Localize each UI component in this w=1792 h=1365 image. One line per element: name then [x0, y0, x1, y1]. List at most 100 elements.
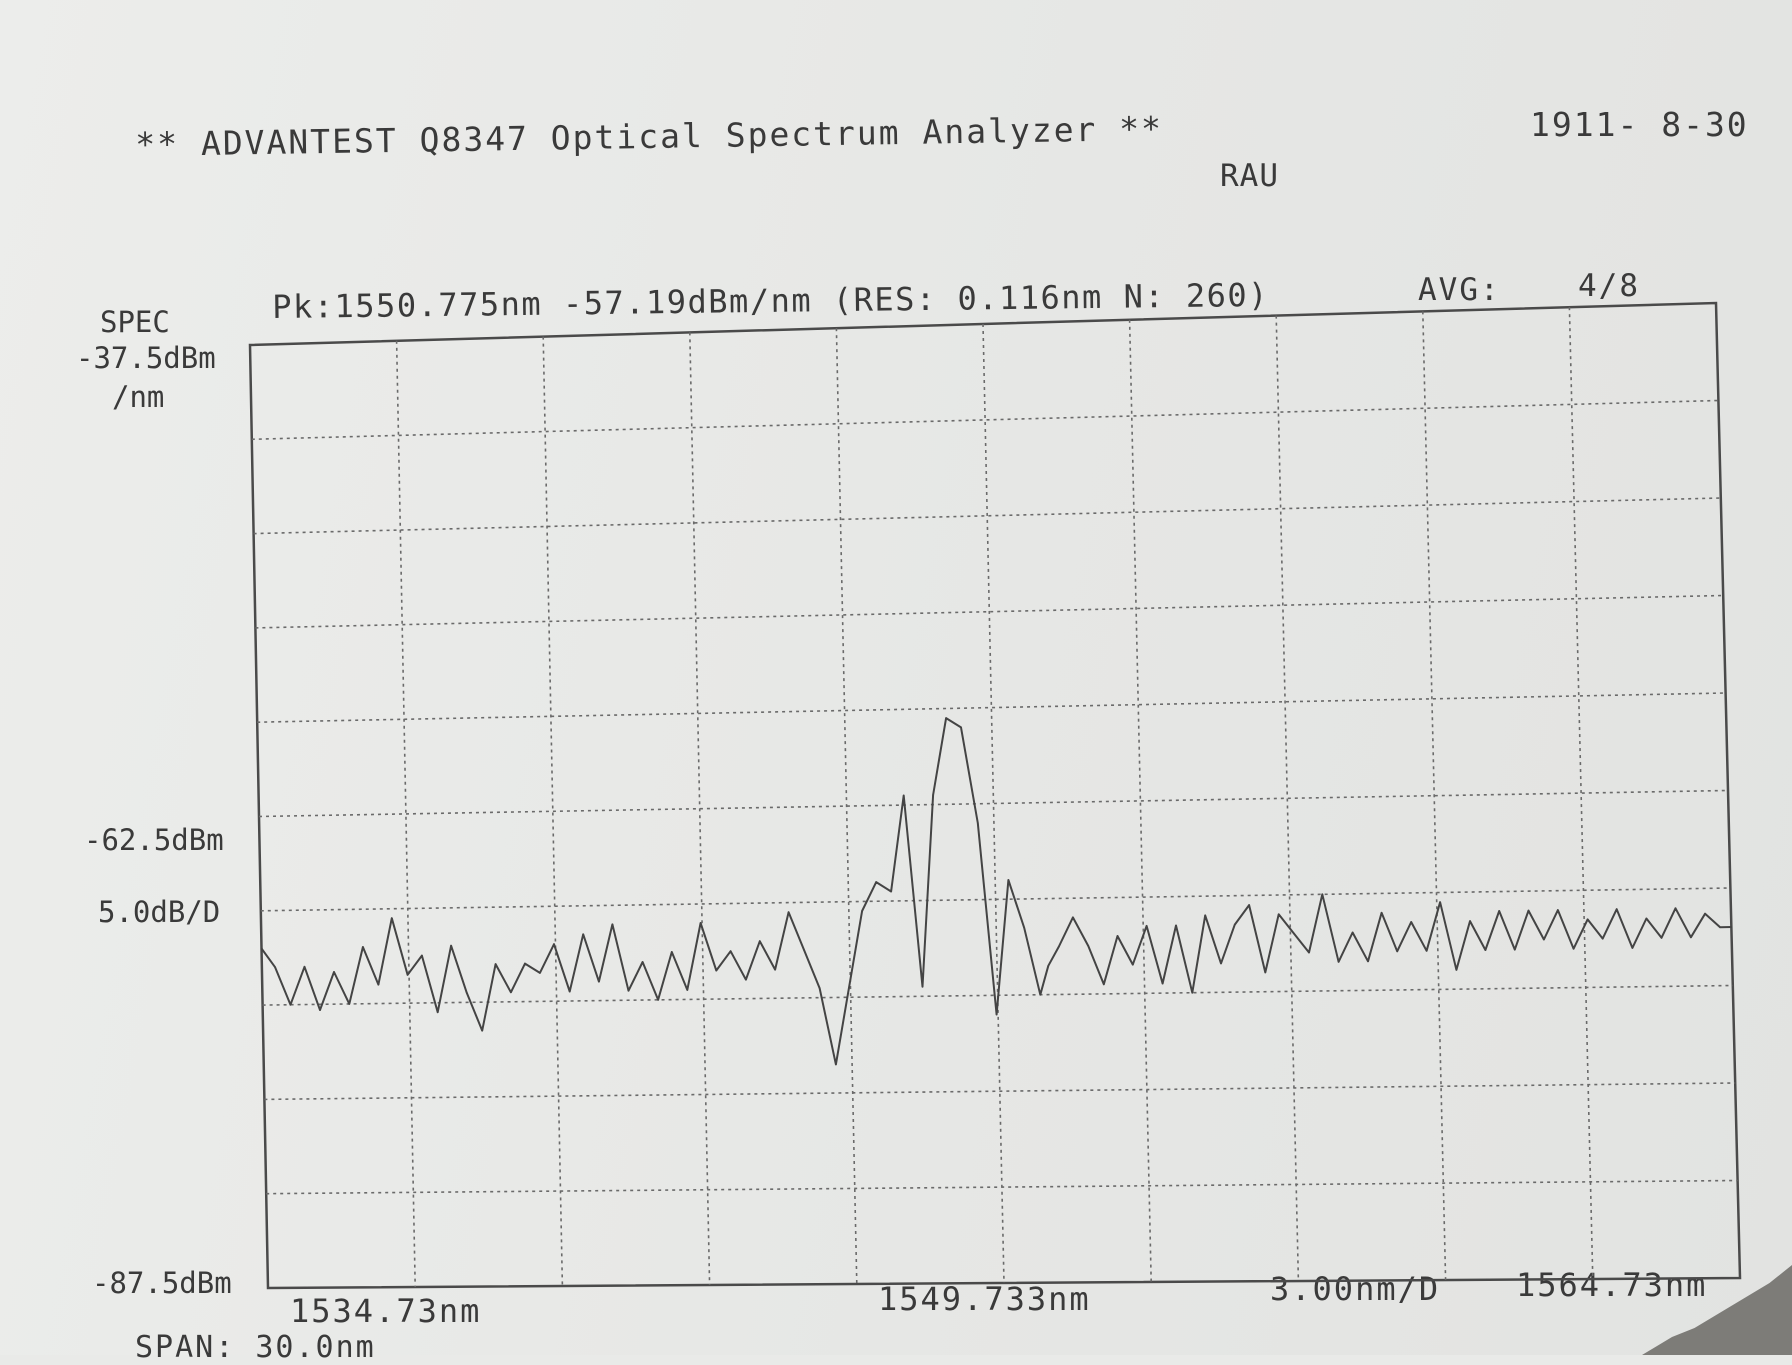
trace-point — [902, 794, 905, 797]
trace-point — [421, 954, 423, 957]
trace-point — [803, 949, 805, 951]
trace-point — [1527, 909, 1530, 912]
trace-point — [1730, 926, 1733, 928]
grid-line-vertical — [1422, 311, 1447, 1281]
trace-point — [848, 986, 850, 989]
grid-line-horizontal — [251, 399, 1719, 441]
trace-point — [1277, 913, 1280, 916]
trace-point — [1469, 920, 1471, 922]
trace-point — [1264, 971, 1267, 974]
trace-point — [1103, 983, 1105, 986]
trace-point — [1337, 961, 1340, 963]
trace-point — [1007, 879, 1010, 881]
y-mode-label: SPEC — [100, 305, 170, 339]
trace-point — [319, 1009, 321, 1011]
trace-point — [481, 1029, 484, 1032]
trace-point — [289, 1003, 292, 1006]
trace-point — [671, 951, 673, 953]
trace-point — [1586, 918, 1589, 921]
trace-point — [1615, 908, 1618, 910]
trace-point — [1514, 948, 1516, 951]
trace-point — [582, 933, 584, 936]
x-start-label: 1534.73nm — [290, 1292, 482, 1330]
trace-point — [977, 822, 979, 824]
trace-point — [1367, 960, 1369, 963]
trace-point — [1498, 910, 1500, 912]
y-top-label: -37.5dBm — [76, 341, 216, 375]
trace-point — [1293, 932, 1295, 935]
trace-point — [1704, 912, 1706, 915]
trace-point — [1645, 917, 1648, 920]
trace-point — [524, 962, 526, 965]
trace-point — [861, 910, 863, 912]
y-top-unit: /nm — [112, 380, 165, 414]
trace-point — [1455, 969, 1458, 971]
trace-point — [699, 922, 702, 924]
y-ref-label: -62.5dBm — [84, 823, 224, 857]
trace-layer — [260, 717, 1733, 1066]
trace-point — [510, 991, 512, 994]
trace-point — [657, 999, 659, 1001]
y-bottom-label: -87.5dBm — [92, 1266, 232, 1300]
trace-point — [1719, 926, 1721, 928]
trace-point — [1660, 937, 1663, 939]
trace-point — [611, 923, 614, 926]
trace-point — [348, 1003, 351, 1005]
measurement-mode: RAU — [1220, 158, 1279, 194]
trace-point — [1674, 907, 1677, 910]
trace-point — [875, 881, 877, 883]
trace-point — [1191, 991, 1194, 994]
grid — [248, 301, 1742, 1290]
grid-line-vertical — [982, 323, 1005, 1284]
trace-point — [1308, 951, 1310, 954]
trace-point — [1072, 916, 1074, 919]
trace-point — [945, 717, 947, 719]
grid-line-vertical — [542, 336, 564, 1287]
trace-point — [1543, 938, 1545, 941]
trace-point — [598, 980, 600, 983]
trace-point — [1439, 901, 1441, 903]
trace-point — [303, 966, 306, 968]
trace-point — [1023, 927, 1025, 929]
grid-line-horizontal — [266, 1179, 1738, 1195]
trace-point — [729, 950, 732, 952]
trace-point — [1425, 950, 1428, 952]
trace-point — [1351, 931, 1354, 934]
trace-point — [1204, 914, 1206, 917]
trace-point — [1557, 909, 1559, 911]
trace-point — [539, 972, 541, 974]
trace-point — [260, 947, 263, 950]
trace-point — [1396, 950, 1398, 953]
trace-point — [1175, 924, 1177, 927]
trace-point — [745, 978, 747, 981]
trace-point — [1234, 923, 1236, 926]
trace-point — [641, 961, 644, 963]
x-center-label: 1549.733nm — [878, 1280, 1091, 1318]
trace-point — [1321, 893, 1324, 896]
trace-point — [1484, 949, 1487, 951]
trace-point — [377, 983, 380, 986]
avg-value: 4/8 — [1578, 268, 1640, 304]
trace-point — [686, 989, 689, 991]
trace-point — [450, 944, 452, 947]
plot-frame — [248, 301, 1742, 1290]
trace-point — [1039, 993, 1042, 996]
trace-point — [715, 969, 718, 972]
print-date: 1911- 8-30 — [1530, 105, 1749, 144]
trace-point — [921, 985, 924, 988]
trace-point — [787, 911, 790, 913]
trace-point — [333, 971, 335, 973]
grid-line-vertical — [1568, 307, 1594, 1280]
trace-point — [436, 1011, 439, 1013]
y-scale-label: 5.0dB/D — [98, 895, 221, 929]
trace-point — [1601, 937, 1604, 940]
grid-line-horizontal — [264, 1082, 1736, 1101]
trace-point — [391, 917, 393, 919]
trace-point — [1690, 936, 1692, 939]
trace-point — [553, 943, 555, 945]
grid-line-vertical — [835, 328, 858, 1285]
trace-point — [835, 1063, 837, 1066]
trace-point — [1220, 962, 1222, 965]
